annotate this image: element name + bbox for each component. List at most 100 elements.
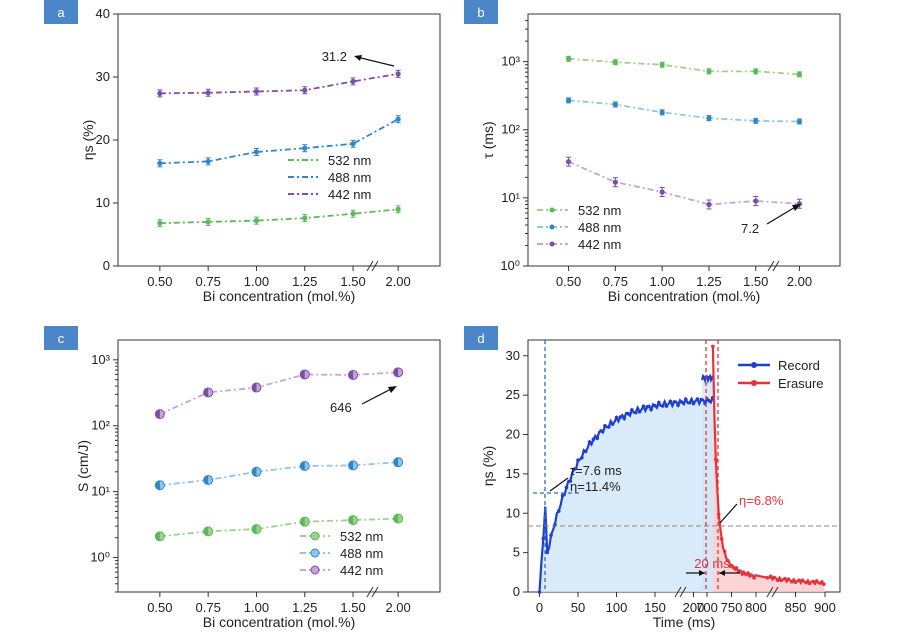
pd-y-tick-label: 5 [513,545,520,560]
pd-x-tick-label: 700 [696,600,718,615]
data-point [157,160,163,166]
panel-d-y-ticks: 0 5 10 15 20 25 30 [506,348,528,599]
erasure-point [811,579,815,584]
data-point [302,215,308,221]
pd-y-tick-label: 30 [506,348,520,363]
pc-x-tick-label: 0.50 [147,600,172,615]
data-point-half [393,514,399,524]
record-point [599,429,603,433]
pd-y-tick-label: 10 [506,505,520,520]
record-point [657,400,661,405]
series-line-532nm [159,208,399,225]
panel-a-badge-label: a [57,5,65,20]
record-area-fill [539,397,713,592]
data-point [157,90,163,96]
erasure-point [752,576,756,580]
record-point [595,436,600,441]
panel-d-eta-erasure-annotation: η=6.8% [739,493,784,508]
series-line-532nm [159,517,399,538]
panel-a-series [157,69,401,228]
data-point-half [203,475,209,485]
pc-x-tick-label: 2.00 [385,600,410,615]
record-point [707,398,711,403]
record-point [680,400,684,405]
erasure-point [776,578,780,583]
record-point [695,397,700,401]
data-point [205,219,211,225]
record-point [626,411,630,416]
data-point-half [155,531,160,541]
panel-d-legend: Record Erasure [738,358,824,391]
data-point [753,118,759,124]
erasure-point [790,579,794,584]
panel-c-legend: 532 nm 488 nm 442 nm [300,529,383,578]
pa-y-tick-label: 0 [103,258,110,273]
panel-d-badge: d [464,326,498,350]
panel-b-arrowhead [792,204,801,211]
panel-c-badge-label: c [58,331,65,346]
erasure-point [804,580,808,585]
pa-y-tick-label: 40 [96,6,110,21]
data-point [350,78,356,85]
erasure-point [734,566,739,570]
erasure-point [765,575,769,580]
record-point [691,401,696,406]
record-point [610,422,615,426]
panel-b-legend: 532 nm 488 nm 442 nm [537,203,621,252]
panel-d-series [537,344,826,594]
record-point [568,479,573,483]
record-point [549,533,553,537]
erasure-point [714,457,718,462]
panel-c-plot-frame [117,339,441,593]
erasure-point [818,581,823,585]
panel-b-axis-break [767,260,780,272]
record-point [687,400,692,405]
record-point [607,425,611,429]
panel-d-area-fills [539,346,825,592]
erasure-point [737,569,742,573]
erasure-point [800,578,805,583]
pa-x-tick-label: 1.00 [244,274,269,289]
series-line-442nm [159,371,399,415]
erasure-point [749,573,753,577]
pd-x-tick-label: 50 [571,600,585,615]
pd-x-tick-label: 150 [644,600,666,615]
panel-b-annotation: 7.2 [741,221,759,236]
record-point [537,590,542,594]
erasure-point [743,572,748,576]
erasure-point [722,549,727,554]
data-point [565,97,572,103]
data-point-half [348,460,354,470]
erasure-point [779,578,784,583]
panel-c-x-ticks: 0.50 0.75 1.00 1.25 1.50 2.00 [147,592,411,615]
data-point [753,198,759,204]
data-point [659,109,665,115]
panel-c-badge: c [44,326,78,350]
record-point [630,408,634,412]
data-point [796,71,803,77]
data-point [395,206,401,212]
data-point [612,59,618,65]
record-point [653,403,657,408]
record-line [538,396,714,593]
panel-b-x-axis-title: Bi concentration (mol.%) [608,288,761,304]
panel-d-badge-label: d [477,331,484,346]
record-point [672,400,677,404]
legend-record-label: Record [778,358,820,373]
record-point [580,456,584,460]
erasure-point [746,571,750,575]
record-point [614,415,619,420]
pc-x-tick-label: 1.25 [292,600,317,615]
pa-x-tick-label: 1.50 [340,274,365,289]
panel-a-y-axis-title: ηs (%) [80,120,96,160]
series-line-532nm [568,57,800,76]
data-point-half [348,515,354,525]
panel-d-y-axis-title: ηs (%) [480,446,496,486]
erasure-point [711,344,715,349]
record-point [660,404,665,408]
panel-a-x-axis-title: Bi concentration (mol.%) [203,288,356,304]
record-point [564,485,569,490]
record-point [622,416,626,421]
